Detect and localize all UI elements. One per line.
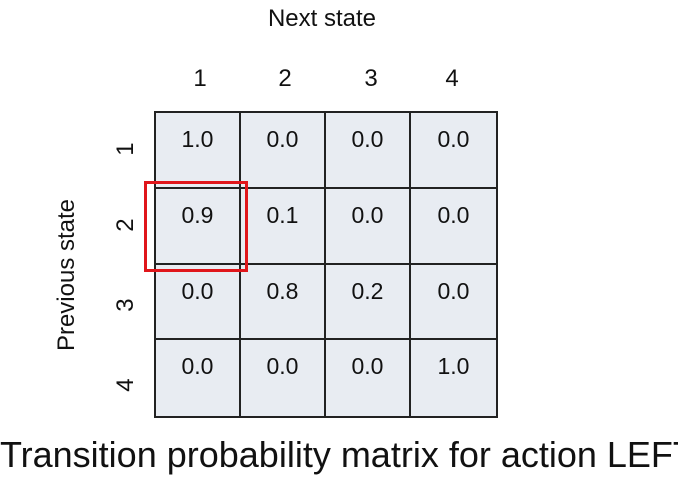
diagram-caption: Transition probability matrix for action… — [0, 434, 678, 475]
matrix-cell-r1-c1: 1.0 — [156, 113, 241, 189]
matrix-cell-r3-c3: 0.2 — [326, 264, 411, 341]
transition-matrix: 1.0 0.0 0.0 0.0 0.9 0.1 0.0 0.0 0.0 0.8 … — [154, 111, 498, 418]
row-header-2: 2 — [112, 218, 139, 232]
matrix-cell-r1-c4: 0.0 — [411, 113, 496, 189]
matrix-cell-r4-c2: 0.0 — [241, 340, 326, 416]
column-header-2: 2 — [278, 65, 292, 92]
column-axis-title: Next state — [267, 5, 377, 32]
matrix-cell-r2-c4: 0.0 — [411, 189, 496, 265]
matrix-cell-r2-c1: 0.9 — [156, 188, 241, 265]
column-header-4: 4 — [445, 65, 459, 92]
matrix-cell-r4-c3: 0.0 — [326, 340, 411, 416]
row-axis-title: Previous state — [53, 198, 80, 352]
matrix-cell-r3-c2: 0.8 — [241, 264, 326, 341]
matrix-cell-r4-c4: 1.0 — [437, 353, 470, 380]
matrix-cell-r3-c4: 0.0 — [411, 265, 496, 341]
matrix-cell-r3-c1: 0.0 — [156, 264, 241, 341]
row-header-4: 4 — [112, 378, 139, 392]
row-header-3: 3 — [112, 298, 139, 312]
column-header-1: 1 — [193, 65, 207, 92]
matrix-cell-r2-c2: 0.1 — [241, 188, 326, 265]
matrix-cell-r1-c2: 0.0 — [241, 113, 326, 189]
column-header-3: 3 — [364, 65, 378, 92]
matrix-cell-r2-c3: 0.0 — [326, 188, 411, 265]
row-header-1: 1 — [112, 142, 139, 156]
matrix-cell-r4-c1: 0.0 — [156, 340, 241, 416]
matrix-cell-r1-c3: 0.0 — [326, 113, 411, 189]
